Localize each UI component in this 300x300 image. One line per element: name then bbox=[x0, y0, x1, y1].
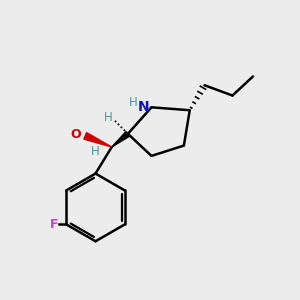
Polygon shape bbox=[84, 133, 112, 147]
Text: F: F bbox=[50, 218, 58, 231]
Text: H: H bbox=[103, 111, 112, 124]
Text: H: H bbox=[91, 145, 100, 158]
Text: H: H bbox=[129, 95, 138, 109]
Text: O: O bbox=[70, 128, 81, 142]
Polygon shape bbox=[112, 131, 130, 147]
Text: N: N bbox=[137, 100, 149, 114]
